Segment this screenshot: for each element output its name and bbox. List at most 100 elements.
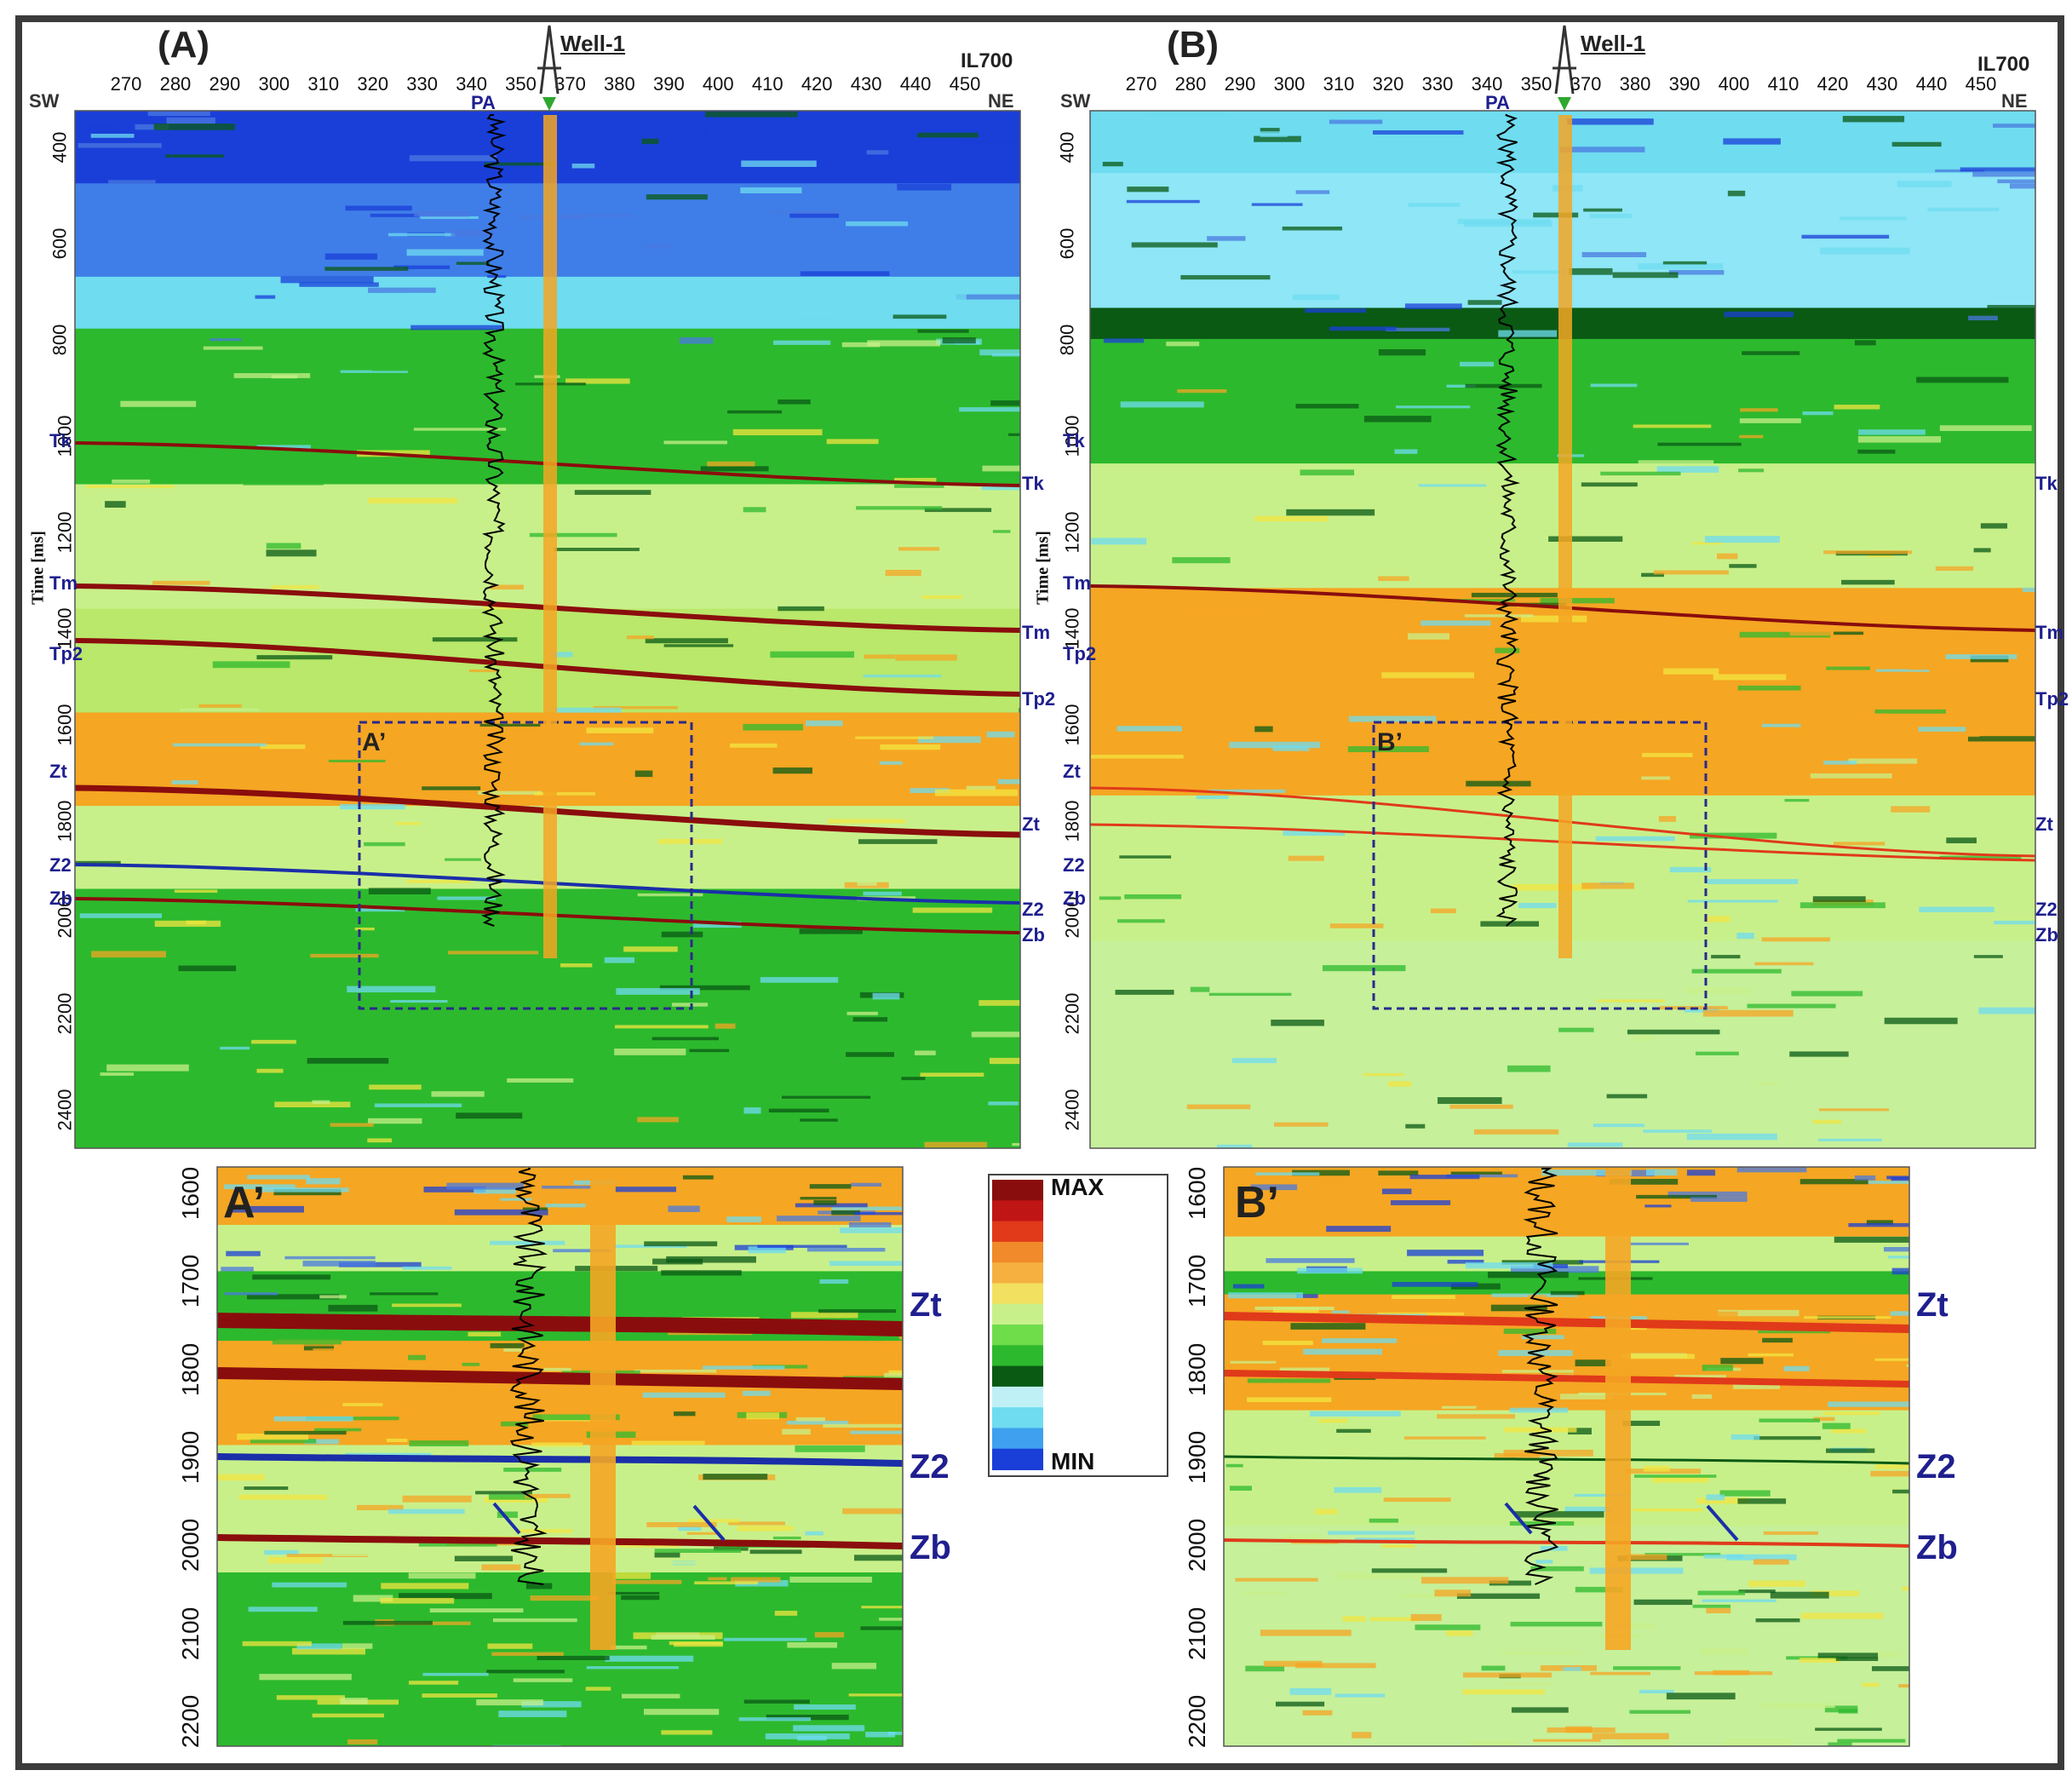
panel-a-seismic-streak <box>864 654 895 659</box>
zoom-a-seismic-streak <box>422 1693 497 1698</box>
zoom-a-seismic-streak <box>246 1294 340 1300</box>
panel-a-seismic-streak <box>979 1000 1020 1006</box>
y-tick-label: 1700 <box>177 1255 204 1308</box>
panel-b-seismic-streak <box>1711 955 1741 959</box>
panel-a-seismic-streak <box>990 400 1020 406</box>
panel-b-seismic-streak <box>1518 903 1557 909</box>
zoom-b-seismic-streak <box>1415 1624 1481 1630</box>
panel-a-seismic-streak <box>545 429 603 433</box>
panel-b-seismic-streak <box>1884 1017 1958 1025</box>
zoom-a-seismic-streak <box>409 1440 469 1447</box>
zoom-a-seismic-streak <box>489 1240 565 1245</box>
panel-b-seismic-streak <box>1875 468 1931 474</box>
zoom-a-seismic-streak <box>462 1362 480 1366</box>
zoom-b-seismic-streak <box>1371 1568 1448 1573</box>
zoom-b-seismic-streak <box>1511 1707 1569 1713</box>
panel-a-seismic-streak <box>654 129 709 135</box>
zoom-b-seismic-streak <box>1514 1511 1604 1518</box>
zoom-b-seismic-streak <box>1289 1687 1332 1695</box>
zoom-a-seismic-streak <box>805 1531 824 1536</box>
zoom-a-seismic-streak <box>353 1479 380 1483</box>
zoom-b-seismic-streak <box>1501 1370 1574 1373</box>
panel-a-seismic-streak <box>704 112 798 118</box>
zoom-a-seismic-streak <box>304 1439 339 1445</box>
zoom-a-seismic-streak <box>848 1221 892 1227</box>
zoom-a-seismic-streak <box>748 1246 786 1254</box>
panel-a-seismic-streak <box>741 160 817 167</box>
zoom-b-horizon-mid <box>1224 1370 1909 1388</box>
zoom-a-seismic-streak <box>764 1649 815 1656</box>
panel-b-seismic-streak <box>1941 578 1999 585</box>
zoom-a-seismic-streak <box>324 1405 414 1413</box>
zoom-a-seismic-streak <box>532 1414 620 1421</box>
panel-a-seismic-streak <box>959 407 1020 412</box>
zoom-b-seismic-streak <box>1381 1188 1412 1194</box>
zoom-a-seismic-streak <box>484 1497 548 1503</box>
zoom-b-seismic-streak <box>1266 1258 1355 1263</box>
panel-a-seismic-streak <box>551 652 573 658</box>
panel-a-pa: PA <box>471 92 496 113</box>
panel-b-seismic-streak <box>1446 384 1476 388</box>
panel-b-seismic-streak <box>1686 1133 1777 1141</box>
zoom-a-seismic-streak <box>658 1560 711 1565</box>
panel-b-seismic-streak <box>1876 669 1930 672</box>
zoom-b-seismic-streak <box>1755 1618 1800 1623</box>
panel-a-seismic-streak <box>637 1117 679 1123</box>
zoom-b-seismic-streak <box>1824 1705 1858 1713</box>
zoom-a-seismic-streak <box>651 1635 715 1640</box>
zoom-a-seismic-streak <box>848 1693 903 1697</box>
zoom-b-seismic-streak <box>1481 1665 1506 1671</box>
panel-a-seismic-streak <box>574 490 651 495</box>
panel-a-seismic-streak <box>879 761 903 765</box>
panel-b-well-derrick-icon <box>1553 25 1576 95</box>
panel-b-seismic-streak <box>1404 303 1462 309</box>
panel-a-seismic-streak <box>212 661 290 669</box>
zoom-b-seismic-streak <box>1334 1572 1425 1579</box>
zoom-a-seismic-streak <box>742 1390 771 1396</box>
zoom-b-seismic-streak <box>1633 1474 1717 1478</box>
zoom-b-arrow-right-icon <box>1706 1504 1739 1542</box>
zoom-b-seismic-streak <box>1690 1197 1748 1202</box>
panel-a-seismic-streak <box>917 736 981 744</box>
y-tick-label: 2100 <box>177 1606 204 1660</box>
zoom-b-seismic-streak <box>1615 1623 1656 1629</box>
zoom-a-seismic-streak <box>634 1369 717 1373</box>
panel-a-seismic-streak <box>971 1032 1020 1037</box>
panel-b-box-label: B’ <box>1377 728 1403 756</box>
panel-a-seismic-streak <box>981 486 1020 491</box>
zoom-a-seismic-streak <box>794 1704 856 1710</box>
panel-a-seismic-streak <box>152 580 210 585</box>
panel-a-seismic-streak <box>409 155 497 162</box>
zoom-a-seismic-streak <box>525 1493 571 1498</box>
panel-b-seismic-streak <box>1685 986 1750 994</box>
colorbar-swatch <box>992 1262 1043 1285</box>
zoom-a-seismic-streak <box>242 1641 312 1647</box>
zoom-b-seismic-streak <box>1866 1220 1893 1225</box>
panel-b-seismic-streak <box>1946 837 1977 844</box>
panel-b-seismic-streak <box>1696 1051 1739 1055</box>
zoom-b-seismic-streak <box>1828 1401 1909 1407</box>
zoom-b-seismic-streak <box>1354 1537 1415 1542</box>
x-tick-label: 410 <box>751 73 783 95</box>
x-tick-label: 310 <box>307 73 340 95</box>
panel-b-seismic-streak <box>1802 411 1834 416</box>
zoom-a-seismic-streak <box>703 1474 768 1480</box>
panel-a-seismic-streak <box>561 929 592 934</box>
panel-a-seismic-streak <box>477 818 527 821</box>
zoom-b-seismic-streak <box>1575 1359 1611 1367</box>
zoom-b-seismic-streak <box>1666 1693 1736 1700</box>
zoom-a-seismic-streak <box>433 1637 487 1641</box>
zoom-b-seismic-streak <box>1503 1682 1553 1686</box>
zoom-b-seismic-streak <box>1378 1170 1419 1175</box>
zoom-a-seismic-streak <box>815 1491 883 1497</box>
panel-b-seismic-streak <box>1702 1009 1794 1017</box>
zoom-b-seismic-streak <box>1813 1417 1835 1422</box>
zoom-a-seismic-streak <box>612 1579 682 1584</box>
zoom-b-seismic-streak <box>1564 1298 1600 1302</box>
panel-b-seismic-streak <box>1558 1027 1594 1032</box>
zoom-a-seismic-streak <box>303 1344 335 1351</box>
zoom-b-seismic-streak <box>1407 1250 1484 1256</box>
zoom-b-seismic-streak <box>1804 1316 1891 1319</box>
y-tick-label: 1200 <box>1061 511 1083 554</box>
panel-b-seismic-streak <box>1739 434 1764 439</box>
